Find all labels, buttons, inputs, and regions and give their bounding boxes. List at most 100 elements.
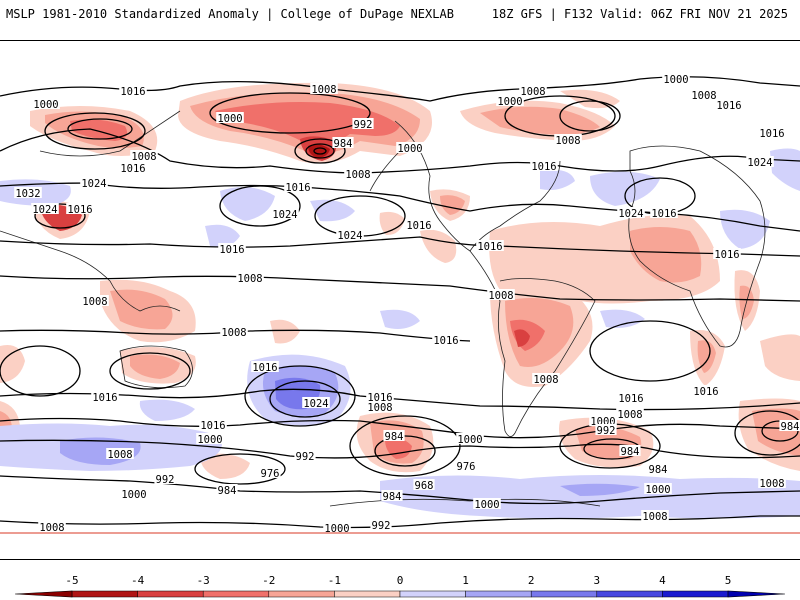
isobar-label: 1016	[759, 128, 784, 140]
isobar-label: 1000	[645, 484, 670, 496]
isobar-label-bg	[196, 433, 224, 444]
isobar-label-bg	[455, 460, 477, 471]
isobar-label: 1008	[617, 409, 642, 421]
isobar-label: 1024	[747, 157, 772, 169]
colorbar-tick-label: 3	[593, 574, 601, 587]
isobar-label: 1008	[555, 135, 580, 147]
isobar-label-bg	[91, 391, 119, 402]
colorbar-swatch	[71, 590, 138, 598]
isobar-label: 1000	[497, 96, 522, 108]
isobar-label: 1008	[759, 478, 784, 490]
coastlines	[0, 110, 766, 507]
isobar-label: 984	[781, 421, 800, 433]
isobar-contours	[0, 76, 800, 529]
isobar-label-bg	[413, 479, 435, 490]
isobar-label: 976	[261, 468, 280, 480]
isobar-label-bg	[120, 488, 148, 499]
isobar-label-bg	[617, 207, 645, 218]
isobar-label: 1008	[131, 151, 156, 163]
colorbar-tick-label: -1	[327, 574, 342, 587]
isobar-label-bg	[323, 522, 351, 533]
isobar-label: 1024	[32, 204, 57, 216]
isobar-label-bg	[14, 187, 42, 198]
colorbar-swatch	[465, 590, 532, 598]
isobar-label: 1016	[477, 241, 502, 253]
isobar-label-bg	[715, 99, 743, 110]
isobar-label-bg	[496, 95, 524, 106]
isobar-label: 1000	[197, 434, 222, 446]
isobar-label: 1000	[33, 99, 58, 111]
isobar-label: 1016	[219, 244, 244, 256]
isobar-label: 1008	[642, 511, 667, 523]
isobar-label: 1032	[15, 188, 40, 200]
isobar-label: 1016	[531, 161, 556, 173]
isobar-label-bg	[66, 203, 94, 214]
isobar-label: 1016	[252, 362, 277, 374]
isobar-label: 1024	[337, 230, 362, 242]
model-run-info: 18Z GFS | F132 Valid: 06Z FRI NOV 21 202…	[491, 7, 788, 21]
isobar-label: 976	[457, 461, 476, 473]
isobar-label: 1016	[693, 386, 718, 398]
isobar-label-bg	[130, 150, 158, 161]
isobar-label: 1016	[92, 392, 117, 404]
map-title: MSLP 1981-2010 Standardized Anomaly | Co…	[6, 7, 454, 21]
isobar-label: 1000	[474, 499, 499, 511]
isobar-label-bg	[381, 490, 403, 501]
isobar-label-bg	[476, 240, 504, 251]
isobar-label: 984	[334, 138, 353, 150]
colorbar-swatch	[530, 590, 598, 598]
isobar-label: 1000	[457, 434, 482, 446]
isobar-label-bg	[456, 433, 484, 444]
isobar-label-bg	[589, 415, 617, 426]
isobar-label-bg	[644, 483, 672, 494]
isobar-label-bg	[532, 373, 560, 384]
colorbar-swatch	[268, 590, 335, 598]
isobar-label: 984	[621, 446, 640, 458]
isobar-label-bg	[690, 89, 718, 100]
isobar-label: 1008	[107, 449, 132, 461]
colorbar-tick-label: 5	[724, 574, 732, 587]
isobar-label: 1000	[397, 143, 422, 155]
isobar-label-bg	[32, 98, 60, 109]
isobar-label-bg	[251, 361, 279, 372]
isobar-label-bg	[779, 420, 800, 431]
isobar-label: 1008	[345, 169, 370, 181]
colorbar-graphic	[14, 590, 786, 598]
colorbar-min-arrow	[14, 590, 73, 598]
isobar-label: 992	[372, 520, 391, 532]
isobar-label-bg	[294, 450, 316, 461]
colorbar-swatch	[399, 590, 466, 598]
isobar-label: 968	[415, 480, 434, 492]
isobar-label-bg	[119, 162, 147, 173]
isobar-label-bg	[650, 207, 678, 218]
isobar-label: 984	[385, 431, 404, 443]
isobar-label-bg	[383, 430, 405, 441]
isobar-label: 1008	[237, 273, 262, 285]
isobar-label: 1008	[520, 86, 545, 98]
isobar-label-bg	[284, 181, 312, 192]
isobar-label-bg	[713, 248, 741, 259]
isobar-label-bg	[473, 498, 501, 509]
isobar-label-bg	[396, 142, 424, 153]
colorbar-swatch	[334, 590, 401, 598]
isobar-label-bg	[119, 85, 147, 96]
isobar-label-bg	[352, 118, 374, 129]
isobar-label: 1016	[433, 335, 458, 347]
isobar-label-bg	[336, 229, 364, 240]
isobar-label-bg	[310, 83, 338, 94]
isobar-label: 1016	[67, 204, 92, 216]
colorbar-swatch	[137, 590, 204, 598]
isobar-label-bg	[619, 445, 641, 456]
colorbar-tick-label: -3	[196, 574, 210, 587]
isobar-label-bg	[758, 477, 786, 488]
isobar-label-bg	[81, 295, 109, 306]
isobar-label: 984	[383, 491, 402, 503]
isobar-label-bg	[616, 408, 644, 419]
colorbar-tick-label: 4	[659, 574, 666, 587]
isobar-label-bg	[519, 85, 547, 96]
isobar-label: 1024	[618, 208, 643, 220]
colorbar-tick-label: -4	[130, 574, 145, 587]
isobar-label-bg	[370, 519, 392, 530]
isobar-label: 984	[218, 485, 237, 497]
isobar-label-bg	[366, 391, 394, 402]
